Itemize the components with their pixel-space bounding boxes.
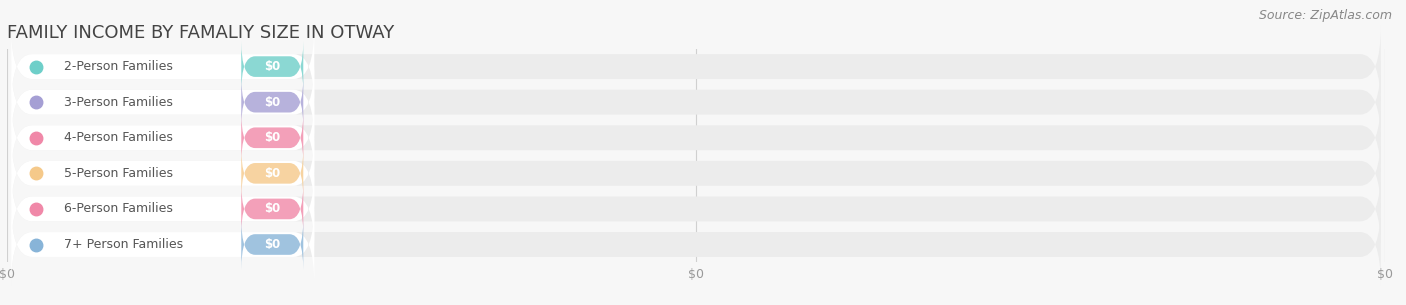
Text: $0: $0 — [264, 203, 280, 215]
FancyBboxPatch shape — [11, 61, 1381, 143]
FancyBboxPatch shape — [11, 132, 1381, 214]
FancyBboxPatch shape — [242, 219, 304, 270]
Text: $0: $0 — [264, 60, 280, 73]
FancyBboxPatch shape — [11, 97, 1381, 179]
Text: Source: ZipAtlas.com: Source: ZipAtlas.com — [1258, 9, 1392, 22]
Text: $0: $0 — [264, 167, 280, 180]
FancyBboxPatch shape — [242, 41, 304, 92]
FancyBboxPatch shape — [242, 77, 304, 127]
FancyBboxPatch shape — [11, 61, 315, 143]
FancyBboxPatch shape — [242, 148, 304, 199]
FancyBboxPatch shape — [11, 204, 1381, 285]
Text: 6-Person Families: 6-Person Families — [63, 203, 173, 215]
Text: 3-Person Families: 3-Person Families — [63, 96, 173, 109]
FancyBboxPatch shape — [11, 204, 315, 285]
Text: $0: $0 — [264, 131, 280, 144]
Text: 2-Person Families: 2-Person Families — [63, 60, 173, 73]
FancyBboxPatch shape — [242, 113, 304, 163]
FancyBboxPatch shape — [11, 97, 315, 179]
FancyBboxPatch shape — [11, 168, 1381, 250]
FancyBboxPatch shape — [11, 168, 315, 250]
FancyBboxPatch shape — [11, 26, 1381, 107]
Text: 7+ Person Families: 7+ Person Families — [63, 238, 183, 251]
Text: FAMILY INCOME BY FAMALIY SIZE IN OTWAY: FAMILY INCOME BY FAMALIY SIZE IN OTWAY — [7, 24, 394, 42]
FancyBboxPatch shape — [11, 26, 315, 107]
Text: $0: $0 — [264, 238, 280, 251]
Text: 4-Person Families: 4-Person Families — [63, 131, 173, 144]
Text: 5-Person Families: 5-Person Families — [63, 167, 173, 180]
Text: $0: $0 — [264, 96, 280, 109]
FancyBboxPatch shape — [11, 132, 315, 214]
FancyBboxPatch shape — [242, 184, 304, 234]
